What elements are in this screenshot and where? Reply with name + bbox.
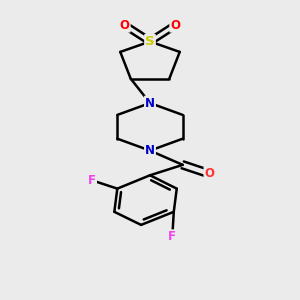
Text: F: F: [168, 230, 176, 243]
Text: S: S: [145, 35, 155, 48]
Text: O: O: [170, 19, 180, 32]
Text: O: O: [204, 167, 214, 180]
Text: O: O: [120, 19, 130, 32]
Text: F: F: [88, 174, 96, 187]
Text: N: N: [145, 97, 155, 110]
Text: N: N: [145, 144, 155, 157]
